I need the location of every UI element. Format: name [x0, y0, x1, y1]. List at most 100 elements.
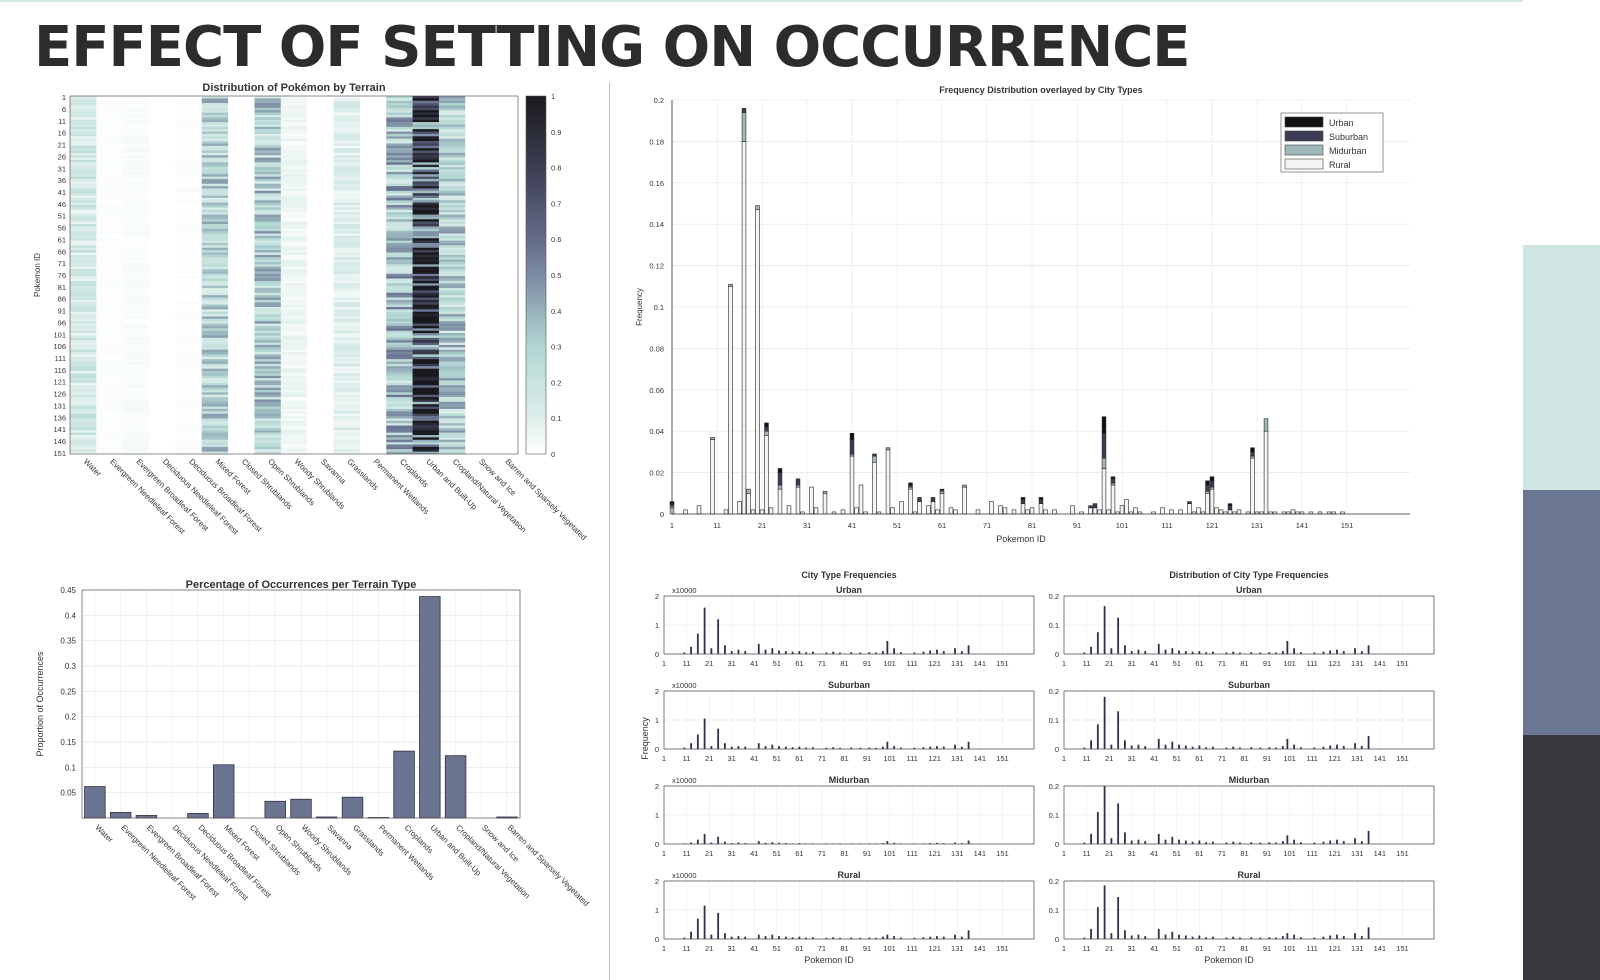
heatmap-cell — [386, 171, 413, 175]
heatmap-cell — [70, 359, 97, 362]
heatmap-cell — [307, 219, 334, 222]
heatmap-cell — [70, 266, 97, 270]
heatmap-cell — [149, 245, 176, 249]
panel-bar — [875, 652, 877, 654]
panel-xtick-label: 91 — [1263, 659, 1271, 668]
heatmap-cell — [122, 129, 150, 132]
heatmap-cell — [280, 344, 308, 348]
heatmap-cell — [149, 309, 176, 313]
heatmap-cell — [280, 401, 308, 405]
heatmap-cell — [149, 190, 176, 194]
overlay-bar-rural — [872, 461, 877, 515]
heatmap-cell — [333, 337, 361, 341]
heatmap-cell — [70, 371, 97, 374]
panel-bar — [710, 842, 713, 844]
heatmap-cell — [96, 451, 123, 455]
heatmap-cell — [254, 335, 282, 339]
heatmap-cell — [122, 242, 150, 246]
heatmap-cell — [122, 264, 150, 267]
heatmap-cell — [228, 212, 255, 215]
panel-xtick-label: 21 — [705, 849, 713, 858]
heatmap-cell — [201, 247, 229, 251]
heatmap-cell — [175, 340, 203, 343]
overlay-xlabel: Pokemon ID — [996, 534, 1046, 544]
legend-swatch-rural — [1284, 158, 1324, 170]
panel-ytick-label: 0 — [1055, 745, 1059, 754]
heatmap-cell — [70, 133, 97, 137]
terrain-bar-frame — [81, 589, 521, 819]
heatmap-cell — [149, 283, 176, 286]
heatmap-cell — [96, 404, 123, 407]
panel-bar — [1205, 937, 1208, 939]
heatmap-cell — [149, 195, 176, 199]
heatmap-cell — [70, 349, 97, 353]
heatmap-cell — [70, 103, 97, 106]
panel-bar — [1250, 652, 1253, 654]
heatmap-cell — [280, 202, 308, 206]
heatmap-cell — [122, 363, 150, 367]
heatmap-cell — [412, 131, 440, 135]
heatmap-cell — [491, 446, 519, 450]
heatmap-cell — [96, 333, 123, 336]
heatmap-cell — [96, 442, 123, 445]
heatmap-cell — [70, 264, 97, 267]
panel-xtick-label: 101 — [1283, 754, 1296, 763]
heatmap-cell — [333, 160, 361, 163]
heatmap-cell — [412, 420, 440, 424]
heatmap-cell — [307, 105, 334, 109]
heatmap-cell — [70, 112, 97, 116]
heatmap-cell — [307, 347, 334, 350]
heatmap-cell — [386, 425, 413, 429]
heatmap-cell — [201, 406, 229, 410]
heatmap-cell — [96, 157, 123, 161]
heatmap-cell — [386, 278, 413, 282]
panel-bar — [1103, 885, 1106, 939]
heatmap-cell — [333, 375, 361, 379]
heatmap-cell — [201, 261, 229, 265]
heatmap-cell — [280, 451, 308, 455]
heatmap-cell — [491, 252, 519, 256]
heatmap-cell — [96, 162, 123, 166]
heatmap-cell — [280, 250, 308, 253]
heatmap-cell — [122, 380, 150, 384]
panel-xtick-label: 61 — [1195, 659, 1203, 668]
heatmap-cell — [280, 178, 308, 182]
panel-bar — [886, 934, 889, 939]
panel-bar — [1083, 652, 1086, 654]
heatmap-cell — [122, 354, 150, 358]
heatmap-cell — [280, 219, 308, 222]
heatmap-cell — [359, 420, 387, 424]
heatmap-cell — [386, 238, 413, 241]
heatmap-cell — [70, 231, 97, 234]
heatmap-cell — [201, 337, 229, 341]
heatmap-cell — [386, 150, 413, 154]
heatmap-cell — [201, 392, 229, 396]
heatmap-cell — [359, 254, 387, 258]
overlay-bar-rural — [935, 509, 940, 515]
overlay-ytick-label: 0.04 — [649, 427, 664, 436]
panel-bar — [717, 836, 720, 844]
heatmap-cell — [254, 385, 282, 388]
heatmap-cell — [70, 157, 97, 161]
heatmap-cell — [438, 276, 466, 279]
heatmap-cell — [149, 233, 176, 237]
heatmap-cell — [70, 278, 97, 282]
overlay-bar-urban — [764, 422, 769, 428]
heatmap-cell — [280, 427, 308, 431]
heatmap-cell — [438, 202, 466, 206]
heatmap-cell — [96, 382, 123, 386]
heatmap-cell — [359, 233, 387, 237]
heatmap-cell — [386, 446, 413, 450]
panel-bar — [893, 842, 896, 844]
panel-bar — [1360, 841, 1363, 844]
panel-ytick-label: 0 — [655, 840, 659, 849]
heatmap-cell — [386, 406, 413, 410]
heatmap-cell — [333, 356, 361, 360]
heatmap-cell — [175, 107, 203, 111]
heatmap-cell — [491, 169, 519, 173]
heatmap-cell — [254, 344, 282, 348]
heatmap-cell — [201, 169, 229, 173]
heatmap-cell — [280, 259, 308, 263]
heatmap-cell — [359, 378, 387, 381]
heatmap-cell — [465, 437, 492, 441]
